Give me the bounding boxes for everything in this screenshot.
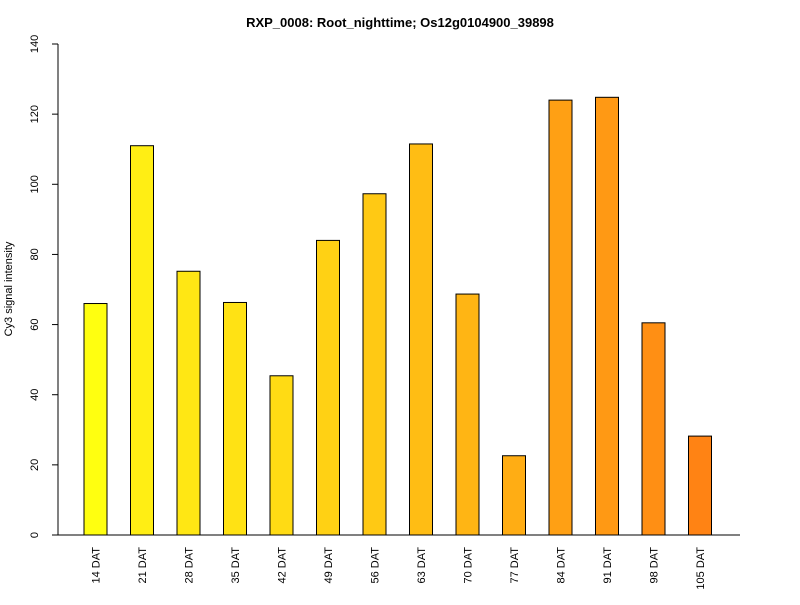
x-tick-label: 28 DAT [184,547,196,584]
x-tick-label: 70 DAT [463,547,475,584]
bar [130,145,154,536]
y-tick-label: 20 [29,459,41,471]
bar [362,193,387,536]
bar [455,293,480,536]
bar [641,322,666,536]
x-tick-label: 77 DAT [509,547,521,584]
bar [688,435,712,536]
y-tick-label: 60 [29,318,41,330]
bar [269,375,294,536]
bar [409,143,433,536]
x-tick-label: 98 DAT [649,547,661,584]
x-tick-label: 35 DAT [230,547,242,584]
y-tick-label: 100 [29,175,41,193]
x-tick-label: 63 DAT [416,547,428,584]
bar [176,270,201,536]
bar [316,239,340,536]
x-tick-label: 42 DAT [277,547,289,584]
y-tick-label: 80 [29,248,41,260]
bar [83,303,108,536]
y-axis-label: Cy3 signal intensity [3,241,15,336]
x-tick-label: 84 DAT [556,547,568,584]
y-axis: 0 20 40 60 80 100 120 140 [29,35,59,538]
y-tick-label: 40 [29,389,41,401]
bar [595,96,619,536]
bar [502,455,526,536]
x-tick-label: 49 DAT [323,547,335,584]
bar [548,99,573,536]
y-tick-label: 0 [29,532,41,538]
x-tick-label: 91 DAT [602,547,614,584]
x-tick-label: 21 DAT [137,547,149,584]
x-tick-labels: 14 DAT 21 DAT 28 DAT 35 DAT 42 DAT 49 DAT 56 D… [91,547,708,590]
x-tick-label: 56 DAT [370,547,382,584]
bar [223,301,247,536]
y-tick-label: 120 [29,105,41,123]
y-tick-label: 140 [29,35,41,53]
x-tick-label: 14 DAT [91,547,103,584]
bars [83,96,712,536]
chart-title: RXP_0008: Root_nighttime; Os12g0104900_3… [246,15,554,30]
x-tick-label: 105 DAT [695,547,707,590]
